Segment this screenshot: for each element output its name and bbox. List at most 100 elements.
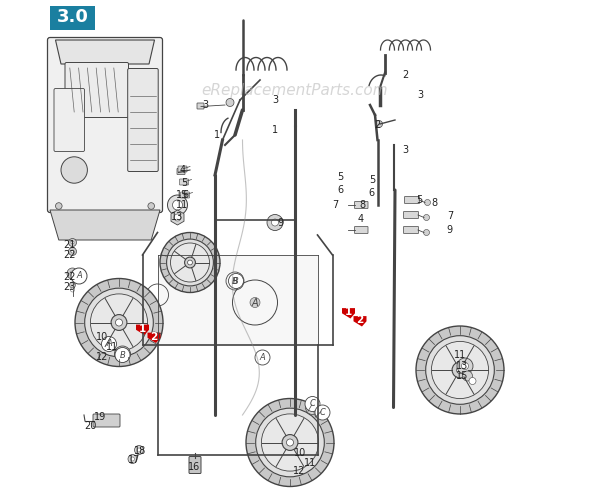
Text: A: A xyxy=(106,340,112,348)
Circle shape xyxy=(137,448,141,452)
Circle shape xyxy=(116,319,123,326)
Circle shape xyxy=(463,371,473,381)
Polygon shape xyxy=(171,210,184,225)
FancyBboxPatch shape xyxy=(404,226,418,234)
Text: 3: 3 xyxy=(202,100,208,110)
Text: 20: 20 xyxy=(84,421,96,431)
Circle shape xyxy=(255,350,270,365)
Text: 15: 15 xyxy=(456,371,468,381)
Circle shape xyxy=(185,257,195,268)
Circle shape xyxy=(70,282,76,288)
Circle shape xyxy=(75,278,163,366)
Text: eReplacementParts.com: eReplacementParts.com xyxy=(202,82,388,98)
Text: 5: 5 xyxy=(337,172,343,182)
Circle shape xyxy=(101,336,116,351)
Text: B: B xyxy=(120,350,126,360)
Circle shape xyxy=(85,288,153,357)
Circle shape xyxy=(114,346,130,362)
Polygon shape xyxy=(50,210,160,240)
Text: 3: 3 xyxy=(417,90,423,100)
Text: 11: 11 xyxy=(106,342,119,352)
Text: 2: 2 xyxy=(402,70,408,80)
Text: 4: 4 xyxy=(358,214,364,224)
Text: A: A xyxy=(252,298,258,308)
Polygon shape xyxy=(342,308,355,318)
Circle shape xyxy=(246,398,334,486)
FancyBboxPatch shape xyxy=(355,202,368,208)
Text: 5: 5 xyxy=(369,175,376,185)
Circle shape xyxy=(375,120,382,128)
FancyBboxPatch shape xyxy=(127,68,158,172)
Polygon shape xyxy=(353,316,366,326)
Text: 8: 8 xyxy=(359,200,366,210)
Text: 18: 18 xyxy=(134,446,146,456)
Text: 12: 12 xyxy=(96,352,109,362)
FancyBboxPatch shape xyxy=(93,414,120,427)
Text: 8: 8 xyxy=(431,198,437,207)
Text: 17: 17 xyxy=(128,455,140,465)
Text: 3: 3 xyxy=(402,145,408,155)
Text: 13: 13 xyxy=(457,361,468,371)
Text: 1: 1 xyxy=(214,130,221,140)
Polygon shape xyxy=(148,332,160,343)
Text: 16: 16 xyxy=(188,462,200,472)
FancyBboxPatch shape xyxy=(355,226,368,234)
Circle shape xyxy=(306,400,320,414)
Circle shape xyxy=(68,238,77,246)
Text: 12: 12 xyxy=(293,466,305,476)
FancyBboxPatch shape xyxy=(179,179,188,185)
Text: 11: 11 xyxy=(176,200,189,210)
Text: C: C xyxy=(310,400,316,408)
Polygon shape xyxy=(55,40,155,64)
Text: 7: 7 xyxy=(332,200,338,210)
Circle shape xyxy=(55,202,62,209)
Text: 11: 11 xyxy=(454,350,466,360)
Circle shape xyxy=(287,439,293,446)
Text: 2: 2 xyxy=(150,332,158,342)
Circle shape xyxy=(120,351,126,357)
Circle shape xyxy=(305,396,320,411)
Circle shape xyxy=(166,239,214,286)
Circle shape xyxy=(452,362,468,378)
Text: A: A xyxy=(260,353,266,362)
Text: 11: 11 xyxy=(304,458,316,468)
Circle shape xyxy=(128,454,137,464)
Circle shape xyxy=(160,232,220,292)
Circle shape xyxy=(111,314,127,330)
Text: 9: 9 xyxy=(277,218,283,228)
Text: 10: 10 xyxy=(294,448,306,458)
Text: 1: 1 xyxy=(345,307,352,317)
Text: 2: 2 xyxy=(375,120,381,130)
Text: 5: 5 xyxy=(181,178,187,188)
FancyBboxPatch shape xyxy=(189,456,201,473)
Text: 21: 21 xyxy=(63,240,75,250)
Circle shape xyxy=(457,366,464,374)
Circle shape xyxy=(424,230,430,235)
Circle shape xyxy=(314,408,324,418)
FancyBboxPatch shape xyxy=(177,168,185,174)
FancyBboxPatch shape xyxy=(404,212,418,218)
Circle shape xyxy=(68,248,77,256)
Circle shape xyxy=(90,294,148,351)
Text: 6: 6 xyxy=(182,190,188,200)
Circle shape xyxy=(228,274,244,288)
FancyBboxPatch shape xyxy=(50,6,95,30)
Text: C: C xyxy=(320,408,326,417)
Text: B: B xyxy=(233,276,239,285)
Circle shape xyxy=(171,243,209,282)
Text: 22: 22 xyxy=(63,250,76,260)
Text: 7: 7 xyxy=(447,211,453,221)
Text: 1: 1 xyxy=(272,125,278,135)
Circle shape xyxy=(416,326,504,414)
Circle shape xyxy=(226,98,234,106)
Circle shape xyxy=(148,202,155,209)
Circle shape xyxy=(267,214,283,230)
Circle shape xyxy=(71,250,74,253)
Circle shape xyxy=(250,298,260,308)
Circle shape xyxy=(70,271,75,276)
Text: B: B xyxy=(232,276,238,285)
Circle shape xyxy=(425,336,494,404)
Text: 2: 2 xyxy=(356,315,363,325)
Text: A: A xyxy=(76,272,82,280)
Circle shape xyxy=(457,358,473,374)
